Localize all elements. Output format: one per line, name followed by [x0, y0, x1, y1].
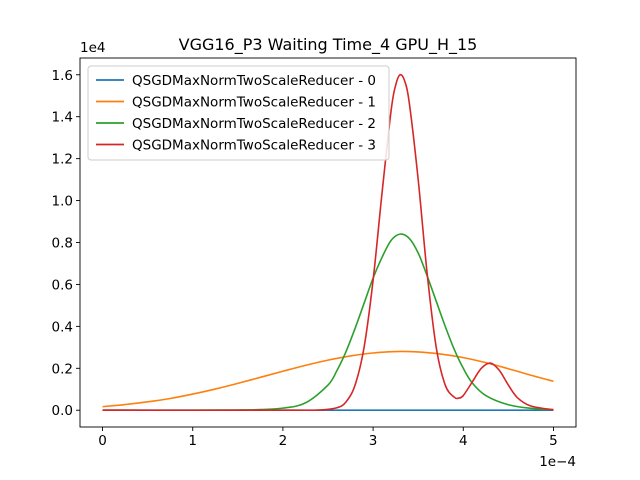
y-offset-label: 1e4 [80, 40, 105, 56]
series-line-2 [102, 233, 554, 412]
x-tick-label: 3 [369, 433, 378, 449]
x-tick-label: 0 [98, 433, 107, 449]
x-tick-label: 4 [459, 433, 468, 449]
series-layer [102, 73, 554, 412]
legend-label-2: QSGDMaxNormTwoScaleReducer - 2 [132, 116, 376, 132]
y-tick-label: 1.2 [52, 152, 73, 168]
y-tick-label: 1.4 [52, 110, 73, 126]
axes-layer: 0 1 2 3 4 5 0.0 0.2 0.4 0.6 0.8 1.0 1.2 1.4 1.6 [52, 57, 577, 449]
series-line-1 [102, 350, 554, 408]
legend-label-3: QSGDMaxNormTwoScaleReducer - 3 [132, 138, 376, 154]
chart-title: VGG16_P3 Waiting Time_4 GPU_H_15 [179, 35, 478, 55]
x-offset-label: 1e−4 [539, 454, 576, 470]
y-tick-label: 1.0 [52, 194, 73, 210]
legend-label-0: QSGDMaxNormTwoScaleReducer - 0 [132, 73, 376, 89]
y-tick-label: 1.6 [52, 68, 73, 84]
x-tick-label: 5 [549, 433, 558, 449]
series-line-3 [102, 73, 554, 412]
y-tick-label: 0.8 [52, 236, 73, 252]
y-tick-label: 0.6 [52, 277, 73, 293]
legend-label-1: QSGDMaxNormTwoScaleReducer - 1 [132, 95, 376, 111]
y-tick-label: 0.0 [52, 403, 73, 419]
legend-box [87, 65, 390, 161]
x-tick-label: 1 [188, 433, 197, 449]
y-tick-label: 0.4 [52, 319, 73, 335]
y-tick-label: 0.2 [52, 361, 73, 377]
legend: QSGDMaxNormTwoScaleReducer - 0 QSGDMaxNor… [87, 65, 390, 161]
x-tick-label: 2 [279, 433, 288, 449]
